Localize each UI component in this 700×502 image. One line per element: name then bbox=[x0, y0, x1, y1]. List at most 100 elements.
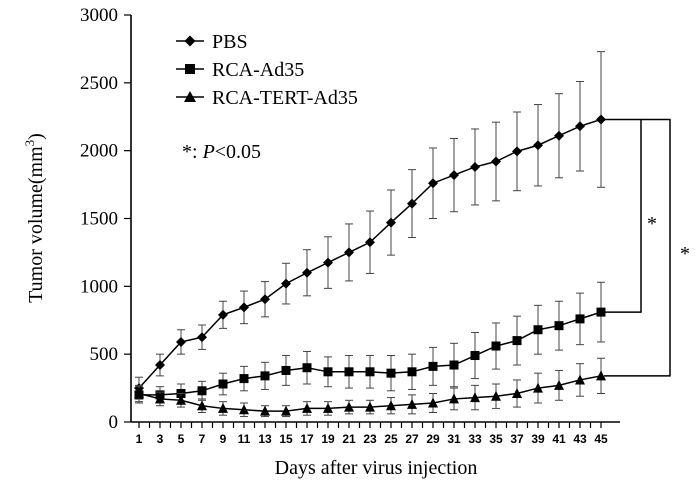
data-point bbox=[260, 371, 270, 381]
y-tick-label: 2000 bbox=[80, 141, 118, 162]
data-point bbox=[218, 309, 228, 320]
x-axis-title: Days after virus injection bbox=[275, 457, 478, 479]
data-point bbox=[344, 367, 354, 377]
data-point bbox=[596, 307, 606, 317]
data-point bbox=[407, 198, 417, 209]
data-point bbox=[428, 397, 438, 408]
x-tick-label: 33 bbox=[468, 432, 482, 446]
data-point bbox=[281, 405, 291, 416]
data-point bbox=[449, 170, 459, 181]
data-point bbox=[302, 363, 312, 373]
data-point bbox=[512, 146, 522, 157]
x-tick-label: 13 bbox=[258, 432, 272, 446]
legend-marker-rca-tert-ad35 bbox=[184, 91, 196, 102]
data-point bbox=[302, 402, 312, 413]
data-point bbox=[239, 404, 249, 415]
data-point bbox=[323, 367, 333, 377]
x-tick-label: 1 bbox=[136, 432, 143, 446]
data-point bbox=[239, 374, 249, 384]
data-point bbox=[533, 382, 543, 393]
y-tick-label: 3000 bbox=[80, 5, 118, 26]
x-tick-label: 29 bbox=[426, 432, 440, 446]
data-point bbox=[575, 374, 585, 385]
series-pbs bbox=[134, 51, 606, 400]
x-tick-label: 5 bbox=[178, 432, 185, 446]
data-point bbox=[323, 402, 333, 413]
data-point bbox=[176, 394, 186, 405]
legend-label-pbs: PBS bbox=[212, 31, 248, 53]
data-point bbox=[281, 278, 291, 289]
series-rca-tert-ad35 bbox=[134, 357, 606, 418]
data-point bbox=[323, 257, 333, 268]
data-point bbox=[302, 267, 312, 278]
data-point bbox=[155, 360, 165, 371]
significance-bracket-outer bbox=[604, 118, 671, 377]
data-point bbox=[554, 130, 564, 141]
data-point bbox=[197, 400, 207, 411]
data-point bbox=[491, 156, 501, 167]
data-point bbox=[260, 405, 270, 416]
data-point bbox=[365, 237, 375, 248]
data-point bbox=[365, 367, 375, 377]
data-point bbox=[533, 325, 543, 335]
data-point bbox=[428, 178, 438, 189]
legend-label-rca-ad35: RCA-Ad35 bbox=[212, 59, 304, 81]
significance-note: *: P<0.05 bbox=[182, 141, 261, 163]
legend-label-rca-tert-ad35: RCA-TERT-Ad35 bbox=[212, 87, 358, 109]
data-point bbox=[575, 314, 585, 324]
x-tick-label: 21 bbox=[342, 432, 356, 446]
data-point bbox=[512, 336, 522, 346]
x-tick-label: 37 bbox=[510, 432, 524, 446]
data-point bbox=[197, 332, 207, 343]
legend: PBS RCA-Ad35 RCA-TERT-Ad35 bbox=[176, 31, 358, 109]
data-point bbox=[260, 294, 270, 305]
x-tick-label: 45 bbox=[594, 432, 608, 446]
y-tick-label: 500 bbox=[90, 344, 119, 365]
data-point bbox=[449, 360, 459, 370]
y-tick-label: 2500 bbox=[80, 73, 118, 94]
data-point bbox=[512, 388, 522, 399]
data-point bbox=[239, 302, 249, 313]
x-tick-label: 19 bbox=[321, 432, 335, 446]
y-axis-title-superscript: 3 bbox=[22, 140, 37, 147]
data-point bbox=[176, 336, 186, 347]
data-point bbox=[533, 140, 543, 151]
x-tick-label: 27 bbox=[405, 432, 419, 446]
data-point bbox=[365, 401, 375, 412]
x-tick-label: 31 bbox=[447, 432, 461, 446]
data-point bbox=[554, 379, 564, 390]
series-rca-ad35 bbox=[134, 281, 606, 404]
legend-marker-pbs bbox=[184, 35, 196, 47]
data-point bbox=[428, 361, 438, 371]
data-point bbox=[554, 321, 564, 331]
data-point bbox=[386, 368, 396, 378]
data-point bbox=[407, 367, 417, 377]
y-tick-label: 0 bbox=[109, 412, 119, 433]
y-axis-title: Tumor volume(mm3) bbox=[22, 133, 47, 303]
x-tick-label: 35 bbox=[489, 432, 503, 446]
data-point bbox=[491, 390, 501, 401]
x-tick-label: 43 bbox=[573, 432, 587, 446]
significance-bracket-inner bbox=[604, 118, 642, 313]
x-tick-label: 39 bbox=[531, 432, 545, 446]
data-point bbox=[470, 392, 480, 403]
data-point bbox=[470, 351, 480, 361]
x-tick-label: 15 bbox=[279, 432, 293, 446]
data-point bbox=[386, 400, 396, 411]
data-point bbox=[281, 365, 291, 375]
data-point bbox=[218, 379, 228, 389]
x-tick-label: 3 bbox=[157, 432, 164, 446]
x-axis-ticks: 1 3 5 7 9 11 13 15 17 19 21 23 25 27 29 31 33 35 37 39 41 43 4… bbox=[136, 422, 608, 446]
data-point bbox=[197, 386, 207, 396]
data-point bbox=[386, 217, 396, 228]
y-tick-label: 1500 bbox=[80, 209, 118, 230]
legend-marker-rca-ad35 bbox=[185, 64, 195, 74]
data-point bbox=[134, 388, 144, 399]
x-tick-label: 23 bbox=[363, 432, 377, 446]
data-point bbox=[407, 398, 417, 409]
data-point bbox=[344, 401, 354, 412]
data-point bbox=[575, 121, 585, 132]
data-point bbox=[218, 402, 228, 413]
data-point bbox=[491, 341, 501, 351]
